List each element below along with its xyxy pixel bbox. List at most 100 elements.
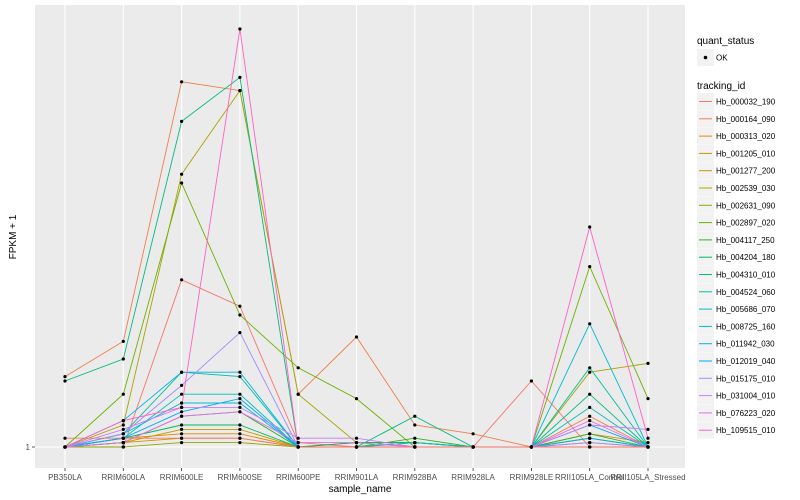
- legend-label: Hb_001277_200: [716, 167, 776, 176]
- legend-label: Hb_000032_190: [716, 98, 776, 107]
- data-point: [63, 436, 67, 440]
- data-point: [238, 436, 242, 440]
- data-point: [180, 427, 184, 431]
- legend-label: Hb_004204_180: [716, 253, 776, 262]
- data-point: [588, 423, 592, 427]
- data-point: [238, 27, 242, 31]
- legend-label: Hb_004524_060: [716, 288, 776, 297]
- series-points: [63, 27, 650, 449]
- x-tick-label: RRIM928BA: [393, 473, 438, 482]
- data-point: [588, 419, 592, 423]
- data-point: [588, 414, 592, 418]
- data-point: [354, 441, 359, 445]
- data-point: [180, 410, 184, 414]
- legend-label: Hb_076223_020: [716, 409, 776, 418]
- data-point: [646, 445, 650, 449]
- x-tick-label: RRII105LA_Control: [555, 473, 625, 482]
- data-point: [180, 392, 184, 396]
- data-point: [238, 397, 242, 401]
- data-point: [63, 379, 67, 383]
- x-tick-label: RRIM600SE: [218, 473, 262, 482]
- data-point: [588, 436, 592, 440]
- data-point: [296, 445, 300, 449]
- data-point: [588, 366, 592, 370]
- data-point: [63, 445, 67, 449]
- data-point: [238, 432, 242, 436]
- data-point: [180, 172, 184, 176]
- x-axis-ticks: PB350LA RRIM600LA RRIM600LE RRIM600SE RRIM60…: [48, 468, 686, 482]
- data-point: [354, 445, 359, 449]
- data-point: [238, 423, 242, 427]
- data-point: [646, 436, 650, 440]
- data-point: [121, 339, 125, 343]
- data-point: [471, 445, 475, 449]
- data-point: [238, 392, 242, 396]
- data-point: [296, 392, 300, 396]
- data-point: [413, 441, 417, 445]
- data-point: [180, 441, 184, 445]
- legend-label: Hb_001205_010: [716, 149, 776, 158]
- data-point: [588, 432, 592, 436]
- data-point: [588, 445, 592, 449]
- data-point: [121, 423, 125, 427]
- shape-legend-point: [703, 55, 708, 60]
- x-tick-label: PB350LA: [48, 473, 82, 482]
- data-point: [180, 436, 184, 440]
- data-point: [413, 445, 417, 449]
- x-axis-title: sample_name: [329, 484, 392, 495]
- data-point: [646, 441, 650, 445]
- data-point: [238, 405, 242, 409]
- legend-label: Hb_008725_160: [716, 322, 776, 331]
- x-tick-label: RRIM600LE: [160, 473, 204, 482]
- data-point: [354, 397, 359, 401]
- legend: quant_status OK tracking_id Hb_000032_19…: [697, 36, 776, 439]
- data-point: [180, 370, 184, 374]
- data-point: [296, 436, 300, 440]
- data-point: [354, 335, 359, 339]
- data-point: [180, 405, 184, 409]
- data-point: [354, 436, 359, 440]
- data-point: [121, 432, 125, 436]
- color-legend-items: Hb_000032_190 Hb_000164_090 Hb_000313_020 H…: [697, 93, 776, 439]
- legend-label: Hb_000313_020: [716, 132, 776, 141]
- data-point: [588, 370, 592, 374]
- legend-label: Hb_031004_010: [716, 392, 776, 401]
- data-point: [238, 427, 242, 431]
- data-point: [180, 181, 184, 185]
- data-point: [238, 75, 242, 79]
- legend-label: Hb_015175_010: [716, 374, 776, 383]
- legend-label: Hb_000164_090: [716, 115, 776, 124]
- data-point: [296, 366, 300, 370]
- data-point: [180, 432, 184, 436]
- data-point: [413, 414, 417, 418]
- data-point: [121, 357, 125, 361]
- data-point: [529, 445, 534, 449]
- data-point: [121, 419, 125, 423]
- data-point: [588, 405, 592, 409]
- data-point: [413, 436, 417, 440]
- legend-label: Hb_109515_010: [716, 426, 776, 435]
- data-point: [238, 401, 242, 405]
- legend-label: Hb_005686_070: [716, 305, 776, 314]
- data-point: [180, 383, 184, 387]
- color-legend-title: tracking_id: [697, 81, 745, 92]
- x-tick-label: RRII105LA_Stressed: [610, 473, 685, 482]
- data-point: [646, 427, 650, 431]
- data-point: [121, 427, 125, 431]
- x-tick-label: RRIM600LA: [102, 473, 146, 482]
- data-point: [588, 322, 592, 326]
- data-point: [121, 436, 125, 440]
- data-point: [529, 379, 534, 383]
- legend-label: Hb_002897_020: [716, 219, 776, 228]
- x-tick-label: RRIM928LA: [451, 473, 495, 482]
- shape-legend-title: quant_status: [697, 36, 754, 47]
- legend-label: Hb_012019_040: [716, 357, 776, 366]
- legend-label: Hb_011942_030: [716, 340, 775, 349]
- data-point: [646, 361, 650, 365]
- data-point: [121, 441, 125, 445]
- data-point: [296, 441, 300, 445]
- data-point: [180, 414, 184, 418]
- data-point: [180, 401, 184, 405]
- data-point: [238, 304, 242, 308]
